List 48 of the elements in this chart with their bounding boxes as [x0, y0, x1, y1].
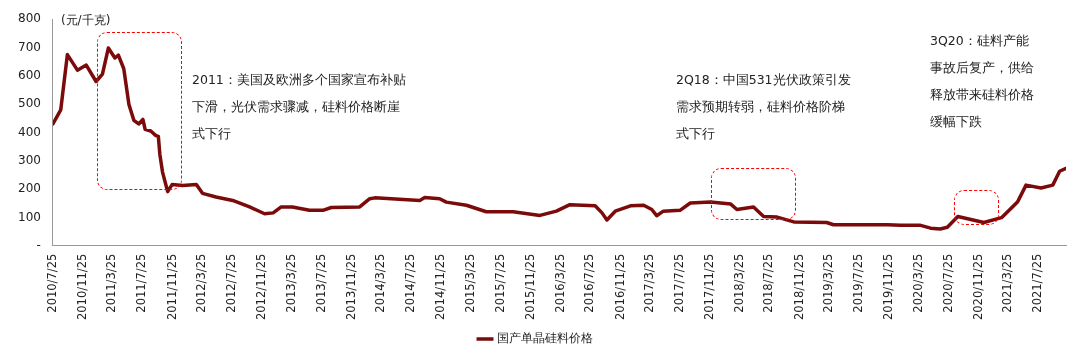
x-tick-label: 2016/3/25	[552, 253, 567, 313]
x-tick-label: 2019/7/25	[851, 253, 865, 313]
x-tick-label: 2020/11/25	[970, 253, 985, 321]
x-tick-label: 2019/11/25	[881, 253, 896, 321]
x-tick-label: 2014/11/25	[433, 253, 448, 321]
y-tick-label: 300	[18, 152, 41, 167]
y-axis-title: (元/千克)	[60, 13, 111, 28]
x-tick-label: 2020/3/25	[910, 253, 925, 313]
x-tick-label: 2016/11/25	[612, 253, 627, 321]
x-tick-label: 2017/3/25	[642, 253, 657, 313]
x-tick-label: 2010/11/25	[75, 253, 90, 321]
x-tick-label: 2012/3/25	[194, 253, 209, 313]
x-tick-label: 2013/11/25	[343, 253, 358, 321]
x-tick-label: 2011/11/25	[164, 253, 179, 321]
x-tick-label: 2013/3/25	[283, 253, 298, 313]
x-tick-label: 2012/7/25	[224, 253, 239, 313]
annotation: 3Q20：硅料产能事故后复产，供给释放带来硅料价格缓幅下跌	[930, 32, 1035, 131]
y-tick-label: 700	[18, 39, 41, 54]
x-tick-label: 2014/3/25	[373, 253, 388, 313]
x-tick-label: 2013/7/25	[313, 253, 328, 313]
x-tick-label: 2019/3/25	[821, 253, 836, 313]
x-tick-label: 2012/11/25	[254, 253, 269, 321]
x-tick-label: 2017/11/25	[702, 253, 717, 321]
x-tick-label: 2015/11/25	[522, 253, 537, 321]
x-tick-label: 2018/11/25	[791, 253, 806, 321]
x-tick-label: 2021/7/25	[1030, 253, 1045, 313]
x-tick-label: 2021/3/25	[1000, 253, 1015, 313]
y-tick-label: 500	[18, 96, 41, 111]
x-tick-label: 2017/7/25	[671, 253, 686, 313]
y-tick-label: 100	[18, 209, 41, 224]
y-tick-label: 400	[18, 124, 41, 139]
y-tick-label: 200	[18, 181, 41, 196]
x-tick-label: 2011/7/25	[134, 253, 149, 313]
y-tick-label: 600	[18, 67, 41, 82]
x-tick-label: 2018/7/25	[761, 253, 776, 313]
x-tick-label: 2016/7/25	[582, 253, 597, 313]
annotation: 2Q18：中国531光伏政策引发需求预期转弱，硅料价格阶梯式下行	[676, 71, 852, 143]
x-tick-label: 2018/3/25	[731, 253, 746, 313]
y-tick-label: 800	[18, 11, 41, 26]
x-tick-label: 2010/7/25	[44, 253, 59, 313]
x-tick-label: 2015/7/25	[492, 253, 507, 313]
x-tick-label: 2015/3/25	[462, 253, 477, 313]
annotation: 2011：美国及欧洲多个国家宣布补贴下滑，光伏需求骤减，硅料价格断崖式下行	[192, 71, 407, 143]
x-tick-label: 2020/7/25	[940, 253, 955, 313]
legend-label: 国产单晶硅料价格	[497, 331, 593, 346]
x-tick-label: 2011/3/25	[104, 253, 119, 313]
x-tick-label: 2014/7/25	[403, 253, 418, 313]
y-tick-label: -	[36, 237, 41, 252]
